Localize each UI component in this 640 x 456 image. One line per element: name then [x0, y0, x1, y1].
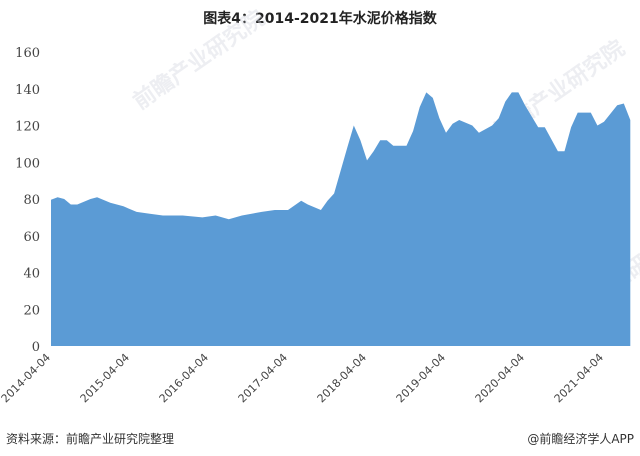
y-tick-label: 100 [15, 156, 40, 171]
x-tick-label: 2017-04-04 [236, 351, 290, 405]
y-tick-label: 80 [23, 193, 40, 208]
y-axis: 0 20 40 60 80 100 120 140 160 [15, 46, 40, 355]
y-tick-label: 140 [15, 83, 40, 98]
x-tick-label: 2015-04-04 [78, 351, 132, 405]
chart-title: 图表4：2014-2021年水泥价格指数 [203, 11, 437, 27]
watermark-text: 前瞻产业研究院 [129, 5, 270, 115]
x-tick-label: 2019-04-04 [394, 351, 448, 405]
y-tick-label: 120 [15, 120, 40, 135]
x-tick-label: 2016-04-04 [157, 351, 211, 405]
source-note: 资料来源：前瞻产业研究院整理 [6, 432, 175, 446]
y-tick-label: 40 [23, 267, 40, 282]
plot-area [50, 92, 631, 347]
y-tick-label: 160 [15, 46, 40, 61]
y-tick-label: 20 [23, 303, 40, 318]
x-tick-label: 2020-04-04 [473, 351, 527, 405]
y-tick-label: 60 [23, 230, 40, 245]
x-axis: 2014-04-04 2015-04-04 2016-04-04 2017-04-04… [0, 351, 606, 405]
area-series [51, 92, 631, 347]
credit-note: @前瞻经济学人APP [527, 432, 634, 446]
x-tick-label: 2014-04-04 [0, 351, 53, 405]
x-tick-label: 2021-04-04 [552, 351, 606, 405]
x-tick-label: 2018-04-04 [315, 351, 369, 405]
y-tick-label: 0 [32, 340, 40, 355]
